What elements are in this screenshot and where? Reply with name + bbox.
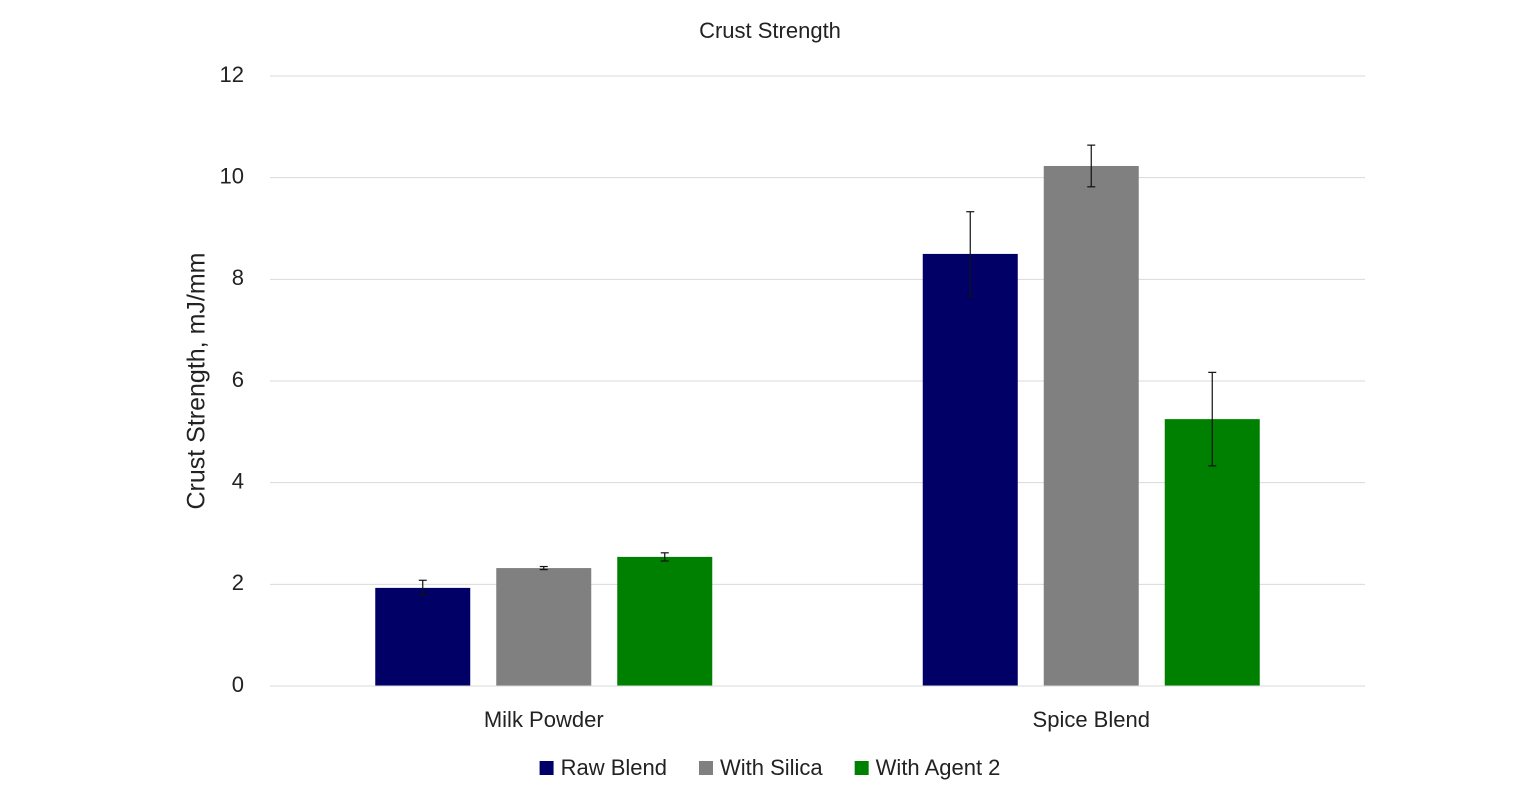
y-tick-label: 10 bbox=[220, 163, 244, 188]
bar bbox=[617, 556, 713, 686]
legend-swatch bbox=[854, 761, 869, 775]
bar bbox=[1043, 165, 1139, 687]
y-tick-label: 0 bbox=[232, 672, 244, 697]
legend-label: With Silica bbox=[720, 755, 823, 780]
y-tick-label: 12 bbox=[220, 62, 244, 87]
legend-label: Raw Blend bbox=[561, 755, 667, 780]
legend-swatch bbox=[539, 761, 554, 775]
x-tick-label: Spice Blend bbox=[1033, 707, 1150, 732]
y-axis-label: Crust Strength, mJ/mm bbox=[183, 253, 211, 510]
bar bbox=[496, 568, 592, 686]
legend: Raw Blend With Silica With Agent 2 bbox=[539, 755, 1001, 780]
chart-title: Crust Strength bbox=[699, 18, 841, 43]
y-tick-label: 8 bbox=[232, 265, 244, 290]
bar bbox=[375, 587, 471, 686]
y-tick-label: 4 bbox=[232, 468, 244, 493]
y-tick-label: 2 bbox=[232, 570, 244, 595]
legend-label: With Agent 2 bbox=[876, 755, 1001, 780]
y-tick-label: 6 bbox=[232, 367, 244, 392]
legend-swatch bbox=[698, 761, 713, 775]
bar bbox=[922, 253, 1018, 686]
x-tick-label: Milk Powder bbox=[484, 707, 604, 732]
